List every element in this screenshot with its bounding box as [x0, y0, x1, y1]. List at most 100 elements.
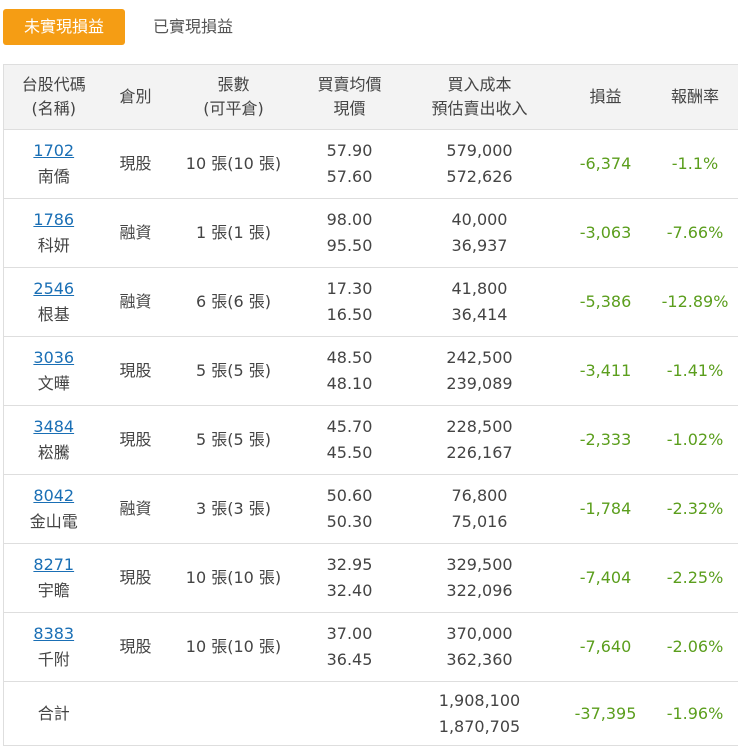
stock-cell: 2546 根基	[4, 268, 104, 337]
return-rate: -7.66%	[652, 199, 738, 268]
quantity: 10 張(10 張)	[168, 613, 300, 682]
est-income: 322,096	[400, 578, 560, 604]
position-type: 融資	[104, 268, 168, 337]
header-type: 倉別	[104, 65, 168, 130]
profit-loss: -3,063	[560, 199, 652, 268]
stock-cell: 3484 崧騰	[4, 406, 104, 475]
profit-loss: -5,386	[560, 268, 652, 337]
stock-name: 文曄	[4, 371, 104, 397]
table-row: 2546 根基 融資 6 張(6 張) 17.30 16.50 41,800 3…	[4, 268, 738, 337]
est-income: 36,937	[400, 233, 560, 259]
avg-price: 50.60	[300, 483, 400, 509]
return-rate: -12.89%	[652, 268, 738, 337]
tab-unrealized[interactable]: 未實現損益	[3, 9, 125, 45]
table-row: 3484 崧騰 現股 5 張(5 張) 45.70 45.50 228,500 …	[4, 406, 738, 475]
tab-realized[interactable]: 已實現損益	[138, 9, 248, 45]
stock-code-link[interactable]: 8271	[4, 552, 104, 578]
avg-price: 17.30	[300, 276, 400, 302]
buy-cost: 40,000	[400, 207, 560, 233]
table-row: 8271 宇瞻 現股 10 張(10 張) 32.95 32.40 329,50…	[4, 544, 738, 613]
stock-name: 崧騰	[4, 440, 104, 466]
table-header: 台股代碼 (名稱) 倉別 張數 (可平倉) 買賣均價 現價 買入成本 預估賣出收…	[4, 65, 738, 130]
return-rate: -2.06%	[652, 613, 738, 682]
profit-loss: -7,404	[560, 544, 652, 613]
avg-price: 45.70	[300, 414, 400, 440]
quantity: 5 張(5 張)	[168, 406, 300, 475]
position-type: 現股	[104, 544, 168, 613]
quantity: 1 張(1 張)	[168, 199, 300, 268]
stock-name: 千附	[4, 647, 104, 673]
return-rate: -2.32%	[652, 475, 738, 544]
stock-code-link[interactable]: 1786	[4, 207, 104, 233]
current-price: 48.10	[300, 371, 400, 397]
stock-cell: 1786 科妍	[4, 199, 104, 268]
total-cost: 1,908,100	[400, 688, 560, 714]
est-income: 226,167	[400, 440, 560, 466]
total-profit-loss: -37,395	[560, 682, 652, 746]
stock-code-link[interactable]: 3484	[4, 414, 104, 440]
buy-cost: 228,500	[400, 414, 560, 440]
stock-cell: 1702 南僑	[4, 130, 104, 199]
quantity: 6 張(6 張)	[168, 268, 300, 337]
buy-cost: 242,500	[400, 345, 560, 371]
price-cell: 50.60 50.30	[300, 475, 400, 544]
header-price: 買賣均價 現價	[300, 65, 400, 130]
avg-price: 98.00	[300, 207, 400, 233]
quantity: 10 張(10 張)	[168, 544, 300, 613]
return-rate: -1.1%	[652, 130, 738, 199]
total-income: 1,870,705	[400, 714, 560, 740]
return-rate: -1.41%	[652, 337, 738, 406]
stock-code-link[interactable]: 8042	[4, 483, 104, 509]
total-cost-cell: 1,908,100 1,870,705	[400, 682, 560, 746]
position-type: 現股	[104, 130, 168, 199]
stock-cell: 8383 千附	[4, 613, 104, 682]
table-row: 1702 南僑 現股 10 張(10 張) 57.90 57.60 579,00…	[4, 130, 738, 199]
tab-bar: 未實現損益 已實現損益	[0, 0, 738, 62]
stock-cell: 8042 金山電	[4, 475, 104, 544]
cost-cell: 329,500 322,096	[400, 544, 560, 613]
current-price: 95.50	[300, 233, 400, 259]
stock-name: 南僑	[4, 164, 104, 190]
profit-loss: -7,640	[560, 613, 652, 682]
price-cell: 45.70 45.50	[300, 406, 400, 475]
table-row: 1786 科妍 融資 1 張(1 張) 98.00 95.50 40,000 3…	[4, 199, 738, 268]
current-price: 45.50	[300, 440, 400, 466]
profit-loss: -3,411	[560, 337, 652, 406]
table-row: 3036 文曄 現股 5 張(5 張) 48.50 48.10 242,500 …	[4, 337, 738, 406]
current-price: 57.60	[300, 164, 400, 190]
header-rate: 報酬率	[652, 65, 738, 130]
quantity: 10 張(10 張)	[168, 130, 300, 199]
avg-price: 32.95	[300, 552, 400, 578]
stock-code-link[interactable]: 2546	[4, 276, 104, 302]
current-price: 32.40	[300, 578, 400, 604]
stock-name: 宇瞻	[4, 578, 104, 604]
table-row: 8042 金山電 融資 3 張(3 張) 50.60 50.30 76,800 …	[4, 475, 738, 544]
total-row: 合計 1,908,100 1,870,705 -37,395 -1.96%	[4, 682, 738, 746]
current-price: 50.30	[300, 509, 400, 535]
table-row: 8383 千附 現股 10 張(10 張) 37.00 36.45 370,00…	[4, 613, 738, 682]
current-price: 36.45	[300, 647, 400, 673]
total-return-rate: -1.96%	[652, 682, 738, 746]
stock-name: 根基	[4, 302, 104, 328]
cost-cell: 40,000 36,937	[400, 199, 560, 268]
position-type: 現股	[104, 337, 168, 406]
avg-price: 48.50	[300, 345, 400, 371]
stock-name: 科妍	[4, 233, 104, 259]
cost-cell: 242,500 239,089	[400, 337, 560, 406]
stock-code-link[interactable]: 8383	[4, 621, 104, 647]
return-rate: -1.02%	[652, 406, 738, 475]
cost-cell: 41,800 36,414	[400, 268, 560, 337]
stock-name: 金山電	[4, 509, 104, 535]
stock-code-link[interactable]: 3036	[4, 345, 104, 371]
est-income: 572,626	[400, 164, 560, 190]
position-type: 現股	[104, 406, 168, 475]
cost-cell: 370,000 362,360	[400, 613, 560, 682]
buy-cost: 76,800	[400, 483, 560, 509]
cost-cell: 76,800 75,016	[400, 475, 560, 544]
stock-code-link[interactable]: 1702	[4, 138, 104, 164]
profit-loss: -2,333	[560, 406, 652, 475]
header-qty: 張數 (可平倉)	[168, 65, 300, 130]
avg-price: 57.90	[300, 138, 400, 164]
stock-cell: 8271 宇瞻	[4, 544, 104, 613]
header-cost: 買入成本 預估賣出收入	[400, 65, 560, 130]
